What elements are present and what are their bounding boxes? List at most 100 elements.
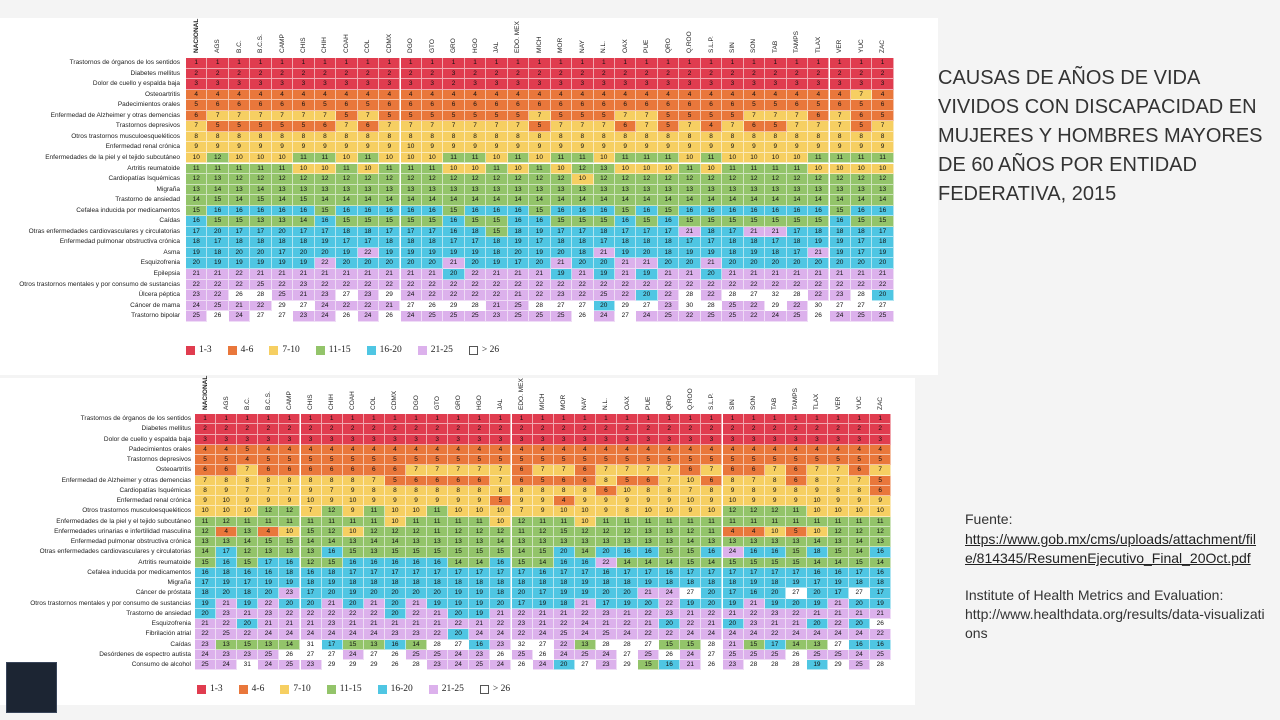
heatmap-cell: 14	[870, 557, 892, 568]
heatmap-cell: 8	[237, 475, 259, 486]
heatmap-cell: 10	[421, 152, 444, 164]
heatmap-cell: 4	[228, 89, 251, 101]
heatmap-cell: 8	[550, 131, 573, 143]
heatmap-cell: 6	[638, 475, 660, 486]
heatmap-cell: 2	[237, 424, 259, 435]
heatmap-cell: 5	[870, 475, 892, 486]
state-label: MOR	[560, 394, 568, 410]
heatmap-cell: 18	[700, 226, 723, 238]
heatmap-cell: 21	[314, 269, 337, 280]
heatmap-cell: 11	[363, 506, 385, 517]
heatmap-cell: 13	[207, 174, 229, 185]
legend-swatch	[326, 684, 336, 694]
heatmap-cell: 22	[679, 311, 701, 322]
heatmap-cell: 6	[574, 475, 596, 486]
heatmap-cell: 20	[829, 258, 851, 269]
heatmap-cell: 19	[638, 578, 660, 589]
heatmap-cell: 18	[448, 578, 470, 589]
heatmap-cell: 20	[186, 258, 208, 269]
state-label: TAMPS	[792, 388, 800, 410]
heatmap-cell: 22	[511, 608, 533, 619]
heatmap-cell: 15	[443, 205, 465, 217]
heatmap-cell: 4	[342, 444, 364, 455]
heatmap-cell: 19	[529, 247, 551, 259]
heatmap-cell: 4	[553, 496, 575, 507]
heatmap-cell: 25	[872, 311, 894, 322]
heatmap-cell: 9	[872, 142, 894, 153]
heatmap-cell: 1	[700, 58, 723, 69]
heatmap-cell: 20	[657, 258, 680, 269]
heatmap-cell: 12	[828, 526, 850, 537]
heatmap-cell: 25	[553, 629, 575, 640]
heatmap-cell: 8	[443, 131, 465, 143]
heatmap-cell: 20	[511, 588, 533, 599]
heatmap-cell: 5	[785, 526, 807, 537]
heatmap-cell: 13	[216, 537, 238, 548]
heatmap-cell: 13	[638, 526, 660, 537]
state-label: CHIH	[321, 37, 329, 53]
heatmap-cell: 22	[486, 290, 508, 301]
heatmap-cell: 23	[659, 608, 681, 619]
heatmap-cell: 16	[293, 205, 315, 217]
state-label: B.C.	[235, 40, 243, 53]
heatmap-cell: 17	[850, 247, 873, 259]
heatmap-cell: 20	[195, 608, 217, 619]
heatmap-cell: 24	[490, 660, 512, 671]
heatmap-cell: 10	[550, 163, 573, 175]
heatmap-cell: 10	[384, 506, 406, 517]
heatmap-cell: 28	[595, 639, 617, 650]
heatmap-cell: 16	[216, 557, 238, 568]
heatmap-cell: 24	[593, 311, 615, 322]
heatmap-cell: 18	[507, 226, 530, 238]
heatmap-cell: 18	[765, 247, 787, 259]
heatmap-cell: 4	[553, 444, 575, 455]
source-link[interactable]: https://www.gob.mx/cms/uploads/attachmen…	[965, 531, 1257, 566]
heatmap-cell: 14	[186, 195, 208, 206]
heatmap-cell: 17	[550, 226, 573, 238]
heatmap-cell: 19	[808, 237, 830, 248]
heatmap-cell: 13	[572, 184, 594, 196]
heatmap-cell: 21	[743, 226, 766, 238]
heatmap-cell: 28	[785, 660, 807, 671]
heatmap-cell: 3	[216, 434, 238, 445]
heatmap-cell: 14	[469, 557, 491, 568]
heatmap-cell: 17	[511, 598, 533, 609]
heatmap-cell: 20	[507, 247, 530, 259]
heatmap-cell: 8	[258, 475, 280, 486]
heatmap-cell: 3	[743, 79, 766, 90]
heatmap-cell: 6	[511, 465, 533, 476]
heatmap-cell: 2	[849, 424, 871, 435]
heatmap-cell: 11	[400, 163, 422, 175]
heatmap-cell: 7	[701, 465, 723, 476]
heatmap-cell: 12	[679, 174, 701, 185]
state-label: GRO	[454, 395, 462, 410]
heatmap-cell: 16	[342, 557, 364, 568]
heatmap-cell: 9	[448, 496, 470, 507]
heatmap-cell: 25	[870, 649, 892, 660]
heatmap-cell: 17	[722, 567, 744, 578]
heatmap-cell: 19	[486, 258, 508, 269]
heatmap-cell: 3	[300, 434, 322, 445]
heatmap-cell: 20	[659, 619, 681, 630]
heatmap-cell: 9	[743, 496, 765, 507]
heatmap-cell: 24	[743, 629, 765, 640]
heatmap-cell: 23	[300, 660, 322, 671]
heatmap-cell: 7	[636, 121, 658, 132]
heatmap-cell: 3	[550, 79, 573, 90]
heatmap-cell: 4	[427, 444, 449, 455]
heatmap-cell: 19	[293, 258, 315, 269]
heatmap-cell: 13	[870, 537, 892, 548]
heatmap-cell: 13	[595, 537, 617, 548]
heatmap-cell: 25	[464, 311, 487, 322]
heatmap-cell: 21	[828, 598, 850, 609]
heatmap-cell: 7	[363, 475, 385, 486]
heatmap-cell: 13	[808, 184, 830, 196]
heatmap-cell: 16	[849, 639, 871, 650]
heatmap-cell: 20	[636, 247, 658, 259]
heatmap-cell: 15	[490, 547, 512, 558]
heatmap-cell: 12	[786, 174, 809, 185]
heatmap-cell: 17	[850, 237, 873, 248]
row-label: Trastorno bipolar	[131, 312, 180, 320]
heatmap-cell: 18	[469, 578, 491, 589]
heatmap-cell: 2	[228, 68, 251, 80]
